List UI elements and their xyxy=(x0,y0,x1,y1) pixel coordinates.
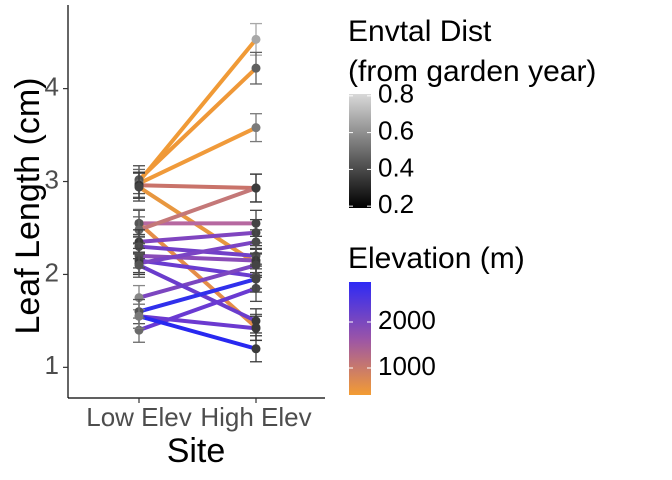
colorbar-tick-label: 0.2 xyxy=(378,189,414,219)
norm-line xyxy=(137,239,258,266)
colorbar-tick-label: 0.6 xyxy=(378,115,414,145)
norm-line xyxy=(137,258,258,279)
y-tick-label: 2 xyxy=(45,257,59,287)
point xyxy=(134,311,144,321)
x-tick-label: Low Elev xyxy=(86,402,192,432)
point xyxy=(134,260,144,270)
y-tick-label: 1 xyxy=(45,350,59,380)
norm-line xyxy=(137,314,258,351)
y-axis-title: Leaf Length (cm) xyxy=(9,77,47,334)
norm-line xyxy=(137,253,258,263)
point xyxy=(251,260,261,270)
point xyxy=(251,323,261,333)
point xyxy=(251,123,261,133)
point xyxy=(251,237,261,247)
point xyxy=(251,34,261,44)
legend-title: Envtal Dist xyxy=(348,15,492,48)
point xyxy=(134,182,144,192)
norm-line xyxy=(137,230,258,244)
colorbar-tick-label: 0.8 xyxy=(378,79,414,109)
point xyxy=(251,183,261,193)
colorbar-tick-label: 0.4 xyxy=(378,152,414,182)
norm-line xyxy=(137,125,258,186)
norm-line xyxy=(137,37,258,184)
norm-line xyxy=(137,183,258,191)
point xyxy=(251,63,261,73)
colorbar-tick-label: 2000 xyxy=(378,305,436,335)
norm-line xyxy=(137,186,258,232)
colorbar xyxy=(349,282,371,395)
norm-line xyxy=(137,263,258,323)
norm-line xyxy=(137,66,258,182)
norm-line xyxy=(137,314,258,331)
legend-title: (from garden year) xyxy=(348,55,596,88)
point xyxy=(251,344,261,354)
y-tick-label: 3 xyxy=(45,164,59,194)
x-axis-title: Site xyxy=(167,432,226,470)
colorbar-tick-label: 1000 xyxy=(378,351,436,381)
norm-line xyxy=(137,277,258,314)
y-tick-label: 4 xyxy=(45,71,59,101)
norm-line xyxy=(137,263,258,300)
x-tick-label: High Elev xyxy=(200,402,311,432)
legend-title: Elevation (m) xyxy=(348,242,525,275)
colorbar xyxy=(349,94,371,208)
point xyxy=(251,274,261,284)
